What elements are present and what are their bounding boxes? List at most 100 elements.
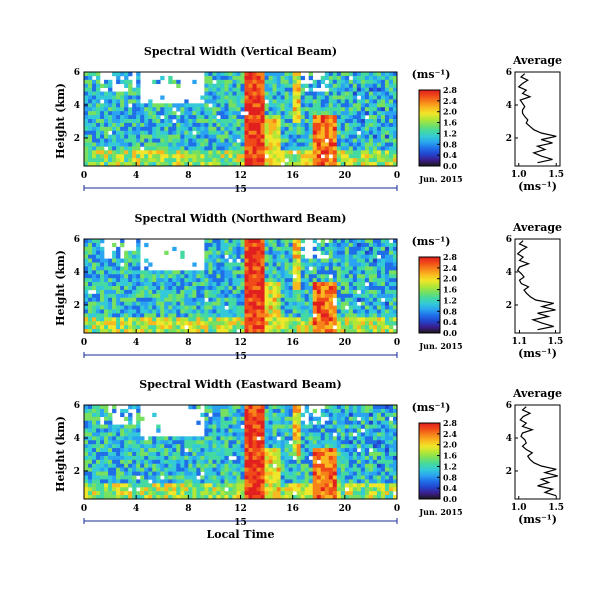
heatmap-cell [116,444,121,449]
heatmap-cell [168,278,173,283]
heatmap-cell [332,293,338,299]
heatmap-cell [332,258,338,263]
heatmap-cell [240,432,245,437]
heatmap-cell [196,440,201,445]
heatmap-cell [276,138,281,143]
heatmap-cell [336,239,342,244]
heatmap-cell [316,278,322,283]
heatmap-cell [292,459,297,465]
heatmap-cell [124,95,129,100]
heatmap-cell [220,405,225,410]
heatmap-cell [96,405,101,410]
heatmap-cell [228,452,233,457]
heatmap-cell [212,293,217,299]
colorbar-tick-label: 0.4 [443,317,457,327]
heatmap-cell [352,87,358,92]
heatmap-cell [204,250,209,255]
heatmap-cell [220,444,225,449]
heatmap-cell [92,150,97,155]
heatmap-cell [288,246,293,252]
heatmap-cell [360,130,366,135]
heatmap-cell [328,463,334,468]
heatmap-cell [332,455,338,461]
heatmap-cell [328,79,334,85]
heatmap-cell [380,301,386,306]
heatmap-cell [264,107,269,112]
heatmap-cell [316,107,322,112]
heatmap-cell [360,424,366,429]
heatmap-cell [112,440,117,445]
heatmap-cell [356,436,362,441]
heatmap-cell [228,278,233,283]
heatmap-cell [88,95,93,100]
heatmap-cell [180,297,185,302]
heatmap-cell [140,154,145,159]
heatmap-cell [324,405,330,410]
heatmap-cell [296,107,301,112]
heatmap-cell [268,134,273,139]
heatmap-cell [300,325,305,330]
heatmap-cell [356,262,362,267]
heatmap-cell [304,471,310,476]
heatmap-cell [296,440,301,445]
heatmap-cell [328,309,334,314]
heatmap-cell [324,95,330,100]
heatmap-cell [244,146,249,151]
heatmap-cell [196,317,201,322]
heatmap-cell [172,126,177,132]
heatmap-cell [108,274,113,279]
heatmap-cell [268,250,273,255]
heatmap-cell [212,317,217,322]
heatmap-cell [88,467,93,472]
heatmap-cell [96,428,101,433]
heatmap-cell [332,250,338,255]
heatmap-cell [296,158,301,163]
heatmap-cell [392,270,398,275]
heatmap-cell [276,87,281,92]
heatmap-cell [220,467,225,472]
colorbar-tick-label: 1.2 [443,128,457,138]
heatmap-cell [232,122,237,128]
heatmap-cell [276,146,281,151]
heatmap-cell [204,455,209,461]
heatmap-cell [108,95,113,100]
heatmap-cell [232,452,237,457]
heatmap-cell [340,91,346,96]
heatmap-cell [244,440,249,445]
heatmap-cell [216,317,221,322]
heatmap-cell [388,138,394,143]
heatmap-cell [184,107,189,112]
heatmap-cell [104,329,109,334]
heatmap-cell [92,79,97,85]
heatmap-cell [120,72,125,77]
heatmap-cell [260,138,265,143]
heatmap-cell [104,270,109,275]
heatmap-cell [292,317,297,322]
heatmap-cell [144,162,149,167]
heatmap-cell [232,138,237,143]
heatmap-cell [220,471,225,476]
heatmap-cell [308,270,314,275]
heatmap-cell [312,293,318,299]
heatmap-cell [88,103,93,108]
heatmap-cell [348,479,354,484]
heatmap-cell [220,72,225,77]
heatmap-cell [140,274,145,279]
heatmap-cell [108,79,113,85]
heatmap-cell [208,491,213,496]
heatmap-cell [176,289,181,295]
heatmap-cell [208,408,213,414]
heatmap-cell [148,293,153,299]
heatmap-cell [192,452,197,457]
heatmap-cell [344,440,350,445]
heatmap-cell [268,301,273,306]
heatmap-cell [84,142,89,147]
heatmap-cell [92,119,97,124]
heatmap-cell [220,154,225,159]
heatmap-cell [340,162,346,167]
heatmap-cell [148,282,153,287]
heatmap-cell [324,99,330,104]
heatmap-cell [120,491,125,496]
heatmap-cell [336,79,342,85]
heatmap-cell [124,432,129,437]
